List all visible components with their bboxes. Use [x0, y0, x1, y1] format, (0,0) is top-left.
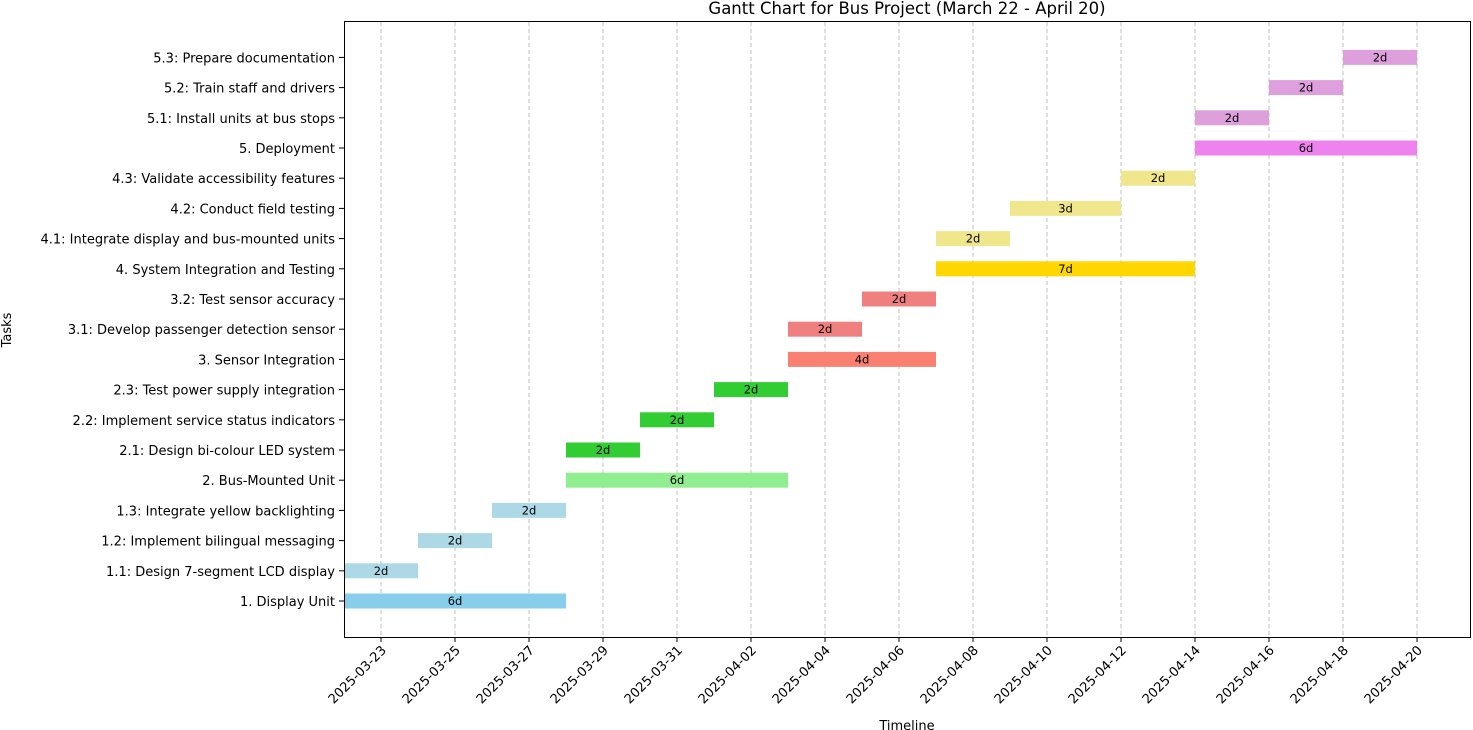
- x-tick-label: 2025-03-27: [474, 643, 538, 707]
- x-tick-label: 2025-04-18: [1288, 643, 1352, 707]
- x-tick-label: 2025-03-29: [548, 643, 612, 707]
- x-tick-label: 2025-04-16: [1214, 643, 1278, 707]
- bar-duration-label: 2d: [744, 383, 759, 397]
- x-tick-label: 2025-04-12: [1066, 643, 1130, 707]
- bar-duration-label: 6d: [670, 473, 685, 487]
- task-bar: [344, 563, 418, 579]
- chart-title: Gantt Chart for Bus Project (March 22 - …: [708, 0, 1105, 18]
- bar-duration-label: 2d: [1151, 171, 1166, 185]
- y-tick-label: 4.2: Conduct field testing: [170, 202, 335, 217]
- y-tick-label: 1.1: Design 7-segment LCD display: [106, 565, 335, 580]
- x-tick-label: 2025-03-25: [400, 643, 464, 707]
- bar-duration-label: 2d: [1225, 111, 1240, 125]
- task-bar: [1195, 110, 1269, 126]
- plot-frame: [344, 21, 1471, 638]
- task-bar: [1269, 80, 1343, 96]
- y-tick-label: 1. Display Unit: [240, 595, 335, 610]
- task-bar: [862, 291, 936, 307]
- bar-duration-label: 4d: [855, 352, 870, 366]
- x-tick-label: 2025-04-08: [918, 643, 982, 707]
- bar-duration-label: 2d: [892, 292, 907, 306]
- y-tick-label: 5.2: Train staff and drivers: [164, 82, 335, 97]
- bars: 6d 2d 2d 2d 6d 2d 2d 2d 4d 2d 2d 7d 2d 3d 2d 6d 2d 2d 2d: [344, 49, 1417, 609]
- task-bar: [936, 231, 1010, 247]
- task-bar: [1010, 200, 1121, 216]
- task-bar: [566, 442, 640, 458]
- y-tick-label: 2.3: Test power supply integration: [113, 384, 335, 399]
- y-tick-label: 4.1: Integrate display and bus-mounted u…: [40, 233, 335, 248]
- y-axis-label: Tasks: [0, 312, 15, 348]
- y-tick-label: 4. System Integration and Testing: [116, 263, 335, 278]
- y-tick-label: 1.3: Integrate yellow backlighting: [116, 504, 335, 519]
- task-bar: [1195, 140, 1417, 156]
- x-tick-label: 2025-03-31: [622, 643, 686, 707]
- x-tick-label: 2025-04-14: [1140, 643, 1204, 707]
- y-tick-labels: 1. Display Unit 1.1: Design 7-segment LCD…: [40, 51, 344, 610]
- task-bar: [1343, 49, 1417, 65]
- bar-duration-label: 6d: [1299, 141, 1314, 155]
- task-bar: [788, 321, 862, 337]
- task-bar: [418, 533, 492, 549]
- task-bar: [788, 351, 936, 367]
- x-tick-label: 2025-04-04: [770, 643, 834, 707]
- x-tick-label: 2025-04-06: [844, 643, 908, 707]
- task-bar: [1121, 170, 1195, 186]
- bar-duration-label: 2d: [448, 534, 463, 548]
- bar-duration-label: 2d: [818, 322, 833, 336]
- x-axis-label: Timeline: [878, 719, 934, 730]
- bar-duration-label: 7d: [1058, 262, 1073, 276]
- task-bar: [492, 502, 566, 518]
- task-bar: [714, 382, 788, 398]
- y-tick-label: 5.1: Install units at bus stops: [147, 112, 335, 127]
- x-tick-label: 2025-04-20: [1362, 643, 1426, 707]
- bar-duration-label: 2d: [670, 413, 685, 427]
- bar-duration-label: 2d: [966, 232, 981, 246]
- y-tick-label: 4.3: Validate accessibility features: [112, 172, 335, 187]
- y-tick-label: 3.2: Test sensor accuracy: [170, 293, 335, 308]
- y-tick-label: 2.2: Implement service status indicators: [73, 414, 336, 429]
- y-tick-label: 2.1: Design bi-colour LED system: [119, 444, 335, 459]
- bar-duration-label: 2d: [1299, 81, 1314, 95]
- y-tick-label: 1.2: Implement bilingual messaging: [101, 535, 335, 550]
- x-tick-labels: 2025-03-23 2025-03-25 2025-03-27 2025-03-29…: [326, 637, 1426, 707]
- x-tick-label: 2025-04-10: [992, 643, 1056, 707]
- task-bar: [344, 593, 566, 609]
- bar-duration-label: 3d: [1058, 201, 1073, 215]
- task-bar: [640, 412, 714, 428]
- x-tick-label: 2025-03-23: [326, 643, 390, 707]
- y-tick-label: 3.1: Develop passenger detection sensor: [68, 323, 336, 338]
- y-tick-label: 2. Bus-Mounted Unit: [202, 474, 335, 489]
- bar-duration-label: 2d: [374, 564, 389, 578]
- x-tick-label: 2025-04-02: [696, 643, 760, 707]
- grid-lines: [380, 22, 1418, 637]
- y-tick-label: 3. Sensor Integration: [198, 353, 335, 368]
- task-bar: [566, 472, 788, 488]
- bar-duration-label: 2d: [522, 503, 537, 517]
- bar-duration-label: 2d: [596, 443, 611, 457]
- y-tick-label: 5.3: Prepare documentation: [153, 51, 335, 66]
- bar-duration-label: 6d: [448, 594, 463, 608]
- task-bar: [936, 261, 1195, 277]
- y-tick-label: 5. Deployment: [239, 142, 335, 157]
- bar-duration-label: 2d: [1373, 50, 1388, 64]
